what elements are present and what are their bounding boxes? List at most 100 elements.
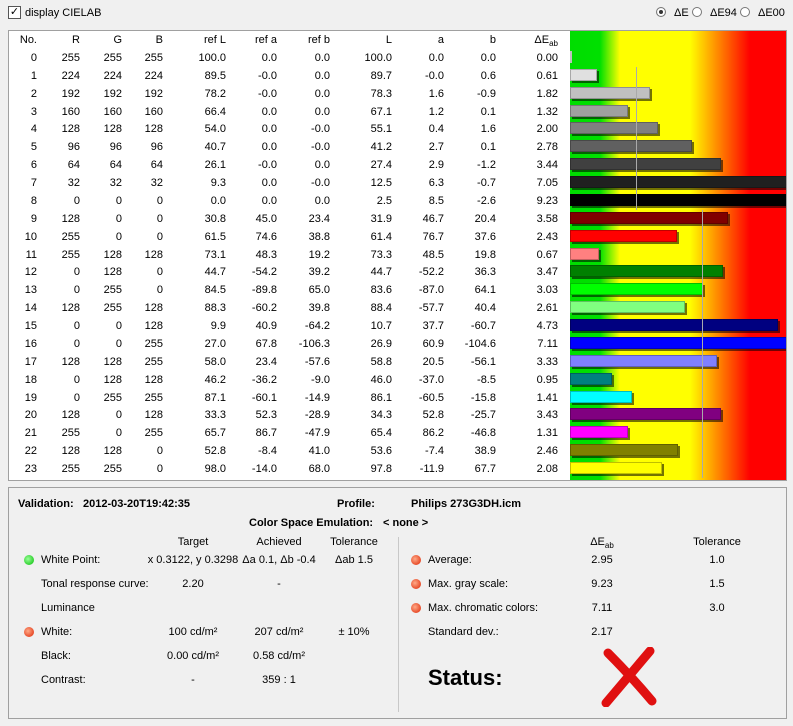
cell: 0.1: [480, 141, 496, 154]
cell: -56.1: [470, 355, 496, 368]
cell: 23: [24, 463, 37, 475]
cell: -0.0: [311, 177, 330, 190]
cell: 65.0: [308, 284, 330, 297]
cell: -: [191, 674, 195, 686]
bar: [570, 462, 662, 474]
bar: [570, 319, 779, 332]
column-header: ref b: [307, 34, 330, 46]
cell: 255: [144, 427, 163, 440]
cell: 192: [144, 87, 163, 100]
cell: 2.95: [591, 554, 613, 566]
bar: [570, 211, 728, 224]
cell: 7.11: [591, 602, 613, 614]
radio[interactable]: [656, 7, 666, 17]
cell: 88.3: [204, 302, 226, 315]
cell: 160: [103, 105, 122, 118]
cell: 67.1: [370, 105, 392, 118]
cell: -25.7: [470, 409, 496, 422]
cell: 0: [156, 284, 163, 297]
cell: 32: [109, 177, 122, 190]
cell: -11.9: [419, 463, 444, 475]
value: 2012-03-20T19:42:35: [83, 498, 191, 510]
cell: 2.78: [536, 141, 558, 154]
cell: 41.2: [370, 141, 392, 154]
cell: 1.6: [480, 123, 496, 136]
cell: 98.0: [204, 463, 226, 475]
bar: [570, 51, 572, 63]
cell: -0.0: [258, 159, 277, 172]
cell: 86.7: [255, 427, 277, 440]
cell: 192: [103, 87, 122, 100]
value: Philips 273G3DH.icm: [411, 498, 522, 510]
cell: 128: [61, 123, 80, 136]
cell: 0: [115, 337, 122, 350]
cell: 255: [103, 391, 122, 404]
cell: 3.0: [709, 602, 725, 614]
radio[interactable]: [740, 7, 750, 17]
cell: 0.0: [261, 123, 277, 136]
cell: 0: [73, 391, 80, 404]
cell: 18: [24, 373, 37, 386]
cell: -0.7: [477, 177, 496, 190]
cell: 9.23: [591, 578, 613, 590]
subscript: ab: [604, 541, 614, 551]
cell: 1.41: [536, 391, 558, 404]
cell: 89.7: [370, 69, 392, 82]
cell: -: [277, 578, 281, 590]
cell: 65.7: [204, 427, 226, 440]
cell: 61.4: [370, 230, 392, 243]
cell: 128: [103, 355, 122, 368]
cell: 0.0: [261, 105, 277, 118]
cell: 0.4: [428, 123, 444, 136]
cell: 78.2: [204, 87, 226, 100]
cell: 255: [61, 463, 80, 475]
cell: 192: [61, 87, 80, 100]
cell: 0.00: [536, 52, 558, 64]
column-header: L: [385, 34, 392, 46]
cell: 1.2: [428, 105, 444, 118]
cell: 128: [144, 302, 163, 315]
cell: -0.9: [477, 87, 496, 100]
column-header: R: [72, 34, 80, 46]
row-label: Max. gray scale:: [428, 578, 509, 590]
cell: -0.0: [258, 87, 277, 100]
summary-panel: [8, 487, 787, 719]
row-label: Black:: [41, 650, 71, 662]
cell: 23.4: [255, 355, 277, 368]
cell: 96: [150, 141, 163, 154]
cell: 40.9: [255, 320, 277, 333]
bar: [570, 283, 704, 296]
bar: [570, 336, 786, 349]
row-label: Contrast:: [41, 674, 86, 686]
cell: 160: [61, 105, 80, 118]
cell: 39.8: [308, 302, 330, 315]
cell: 23.4: [308, 212, 330, 225]
cell: 0: [115, 230, 122, 243]
cell: 33.3: [204, 409, 226, 422]
cell: 0: [73, 194, 80, 207]
cell: -87.0: [418, 284, 444, 297]
status-dot: [24, 627, 34, 637]
checkbox[interactable]: ✓: [8, 6, 21, 19]
cell: 0.0: [210, 194, 226, 207]
bar: [570, 229, 677, 242]
cell: 255: [103, 302, 122, 315]
row-label: Tonal response curve:: [41, 578, 149, 590]
cell: 0.0: [314, 159, 330, 172]
cell: 0: [156, 212, 163, 225]
cell: 66.4: [204, 105, 226, 118]
cell: 4: [30, 123, 37, 136]
cell: 41.0: [308, 445, 330, 458]
cell: 0: [73, 373, 80, 386]
bar: [570, 265, 723, 278]
cell: 0: [30, 52, 37, 64]
cell: 3.43: [536, 409, 558, 422]
cell: 1: [30, 69, 37, 82]
cell: 9.3: [210, 177, 226, 190]
cell: 46.2: [204, 373, 226, 386]
cell: -8.4: [258, 445, 277, 458]
cell: 1.0: [709, 554, 725, 566]
cell: 0: [73, 337, 80, 350]
cell: 128: [103, 373, 122, 386]
radio[interactable]: [692, 7, 702, 17]
